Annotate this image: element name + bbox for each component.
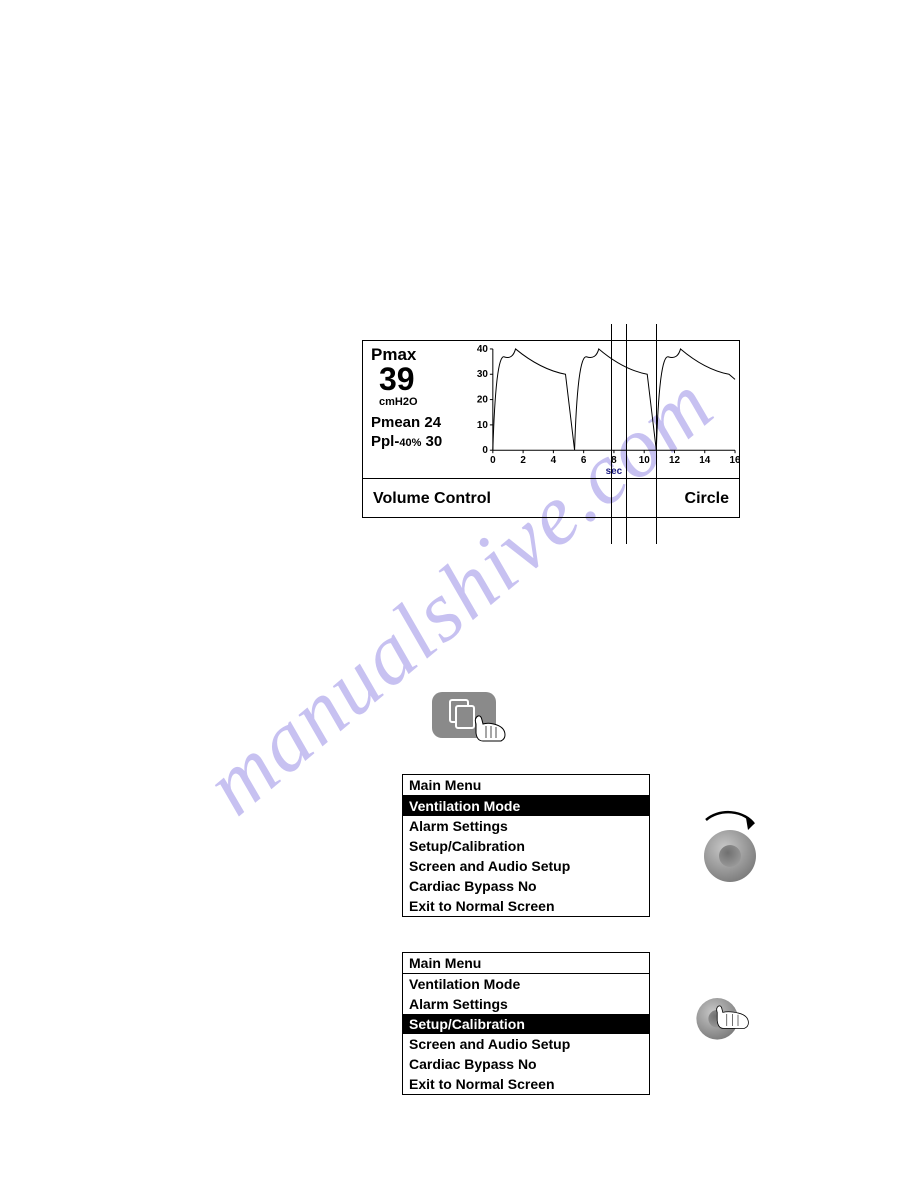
menu1-item-4[interactable]: Cardiac Bypass No	[403, 876, 649, 896]
ppl-label: Ppl-	[371, 433, 399, 450]
svg-text:8: 8	[611, 455, 617, 466]
volume-control-label: Volume Control	[373, 490, 491, 508]
ppl-sublabel: 40%	[399, 437, 421, 449]
svg-text:20: 20	[477, 395, 489, 406]
svg-text:0: 0	[482, 445, 488, 456]
svg-text:6: 6	[581, 455, 587, 466]
main-menu-2: Main Menu Ventilation ModeAlarm Settings…	[402, 952, 650, 1095]
svg-text:sec: sec	[606, 466, 623, 477]
menu2-title: Main Menu	[403, 953, 649, 974]
menu2-item-0[interactable]: Ventilation Mode	[403, 974, 649, 994]
svg-text:10: 10	[477, 420, 489, 431]
menu1-item-1[interactable]: Alarm Settings	[403, 816, 649, 836]
overlay-vline-2	[656, 324, 657, 544]
menu2-item-3[interactable]: Screen and Audio Setup	[403, 1034, 649, 1054]
waveform-chart: 0 10 20 30 40 0 2 4 6 8 10 12 14 16 sec	[471, 341, 739, 478]
pmean-row: Pmean 24	[371, 414, 467, 431]
svg-text:2: 2	[520, 455, 526, 466]
menu2-item-2[interactable]: Setup/Calibration	[403, 1014, 649, 1034]
svg-text:16: 16	[730, 455, 739, 466]
svg-text:12: 12	[669, 455, 681, 466]
pmax-value: 39	[379, 363, 467, 395]
circle-label: Circle	[685, 490, 729, 508]
pmean-value: 24	[424, 414, 441, 431]
menu2-item-5[interactable]: Exit to Normal Screen	[403, 1074, 649, 1094]
pmean-label: Pmean	[371, 414, 420, 431]
overlay-vline-1b	[626, 324, 627, 544]
svg-text:4: 4	[551, 455, 557, 466]
menu1-item-5[interactable]: Exit to Normal Screen	[403, 896, 649, 916]
menu1-item-0[interactable]: Ventilation Mode	[403, 796, 649, 816]
svg-text:14: 14	[699, 455, 711, 466]
overlay-vline-1	[611, 324, 612, 544]
waveform-panel: Pmax 39 cmH2O Pmean 24 Ppl-40% 30 010203…	[362, 340, 740, 518]
ppl-row: Ppl-40% 30	[371, 433, 467, 450]
rotate-knob-illustration	[690, 810, 770, 895]
menu1-item-2[interactable]: Setup/Calibration	[403, 836, 649, 856]
svg-text:10: 10	[639, 455, 651, 466]
menu2-item-4[interactable]: Cardiac Bypass No	[403, 1054, 649, 1074]
menu1-title: Main Menu	[403, 775, 649, 796]
svg-text:0: 0	[490, 455, 496, 466]
svg-text:30: 30	[477, 369, 489, 380]
menu2-item-1[interactable]: Alarm Settings	[403, 994, 649, 1014]
ppl-value: 30	[426, 433, 443, 450]
menu-button-illustration	[432, 692, 516, 746]
main-menu-1: Main Menu Ventilation ModeAlarm Settings…	[402, 774, 650, 917]
menu1-item-3[interactable]: Screen and Audio Setup	[403, 856, 649, 876]
pmax-unit: cmH2O	[379, 396, 467, 408]
press-knob-illustration	[690, 990, 770, 1051]
svg-text:40: 40	[477, 344, 489, 355]
